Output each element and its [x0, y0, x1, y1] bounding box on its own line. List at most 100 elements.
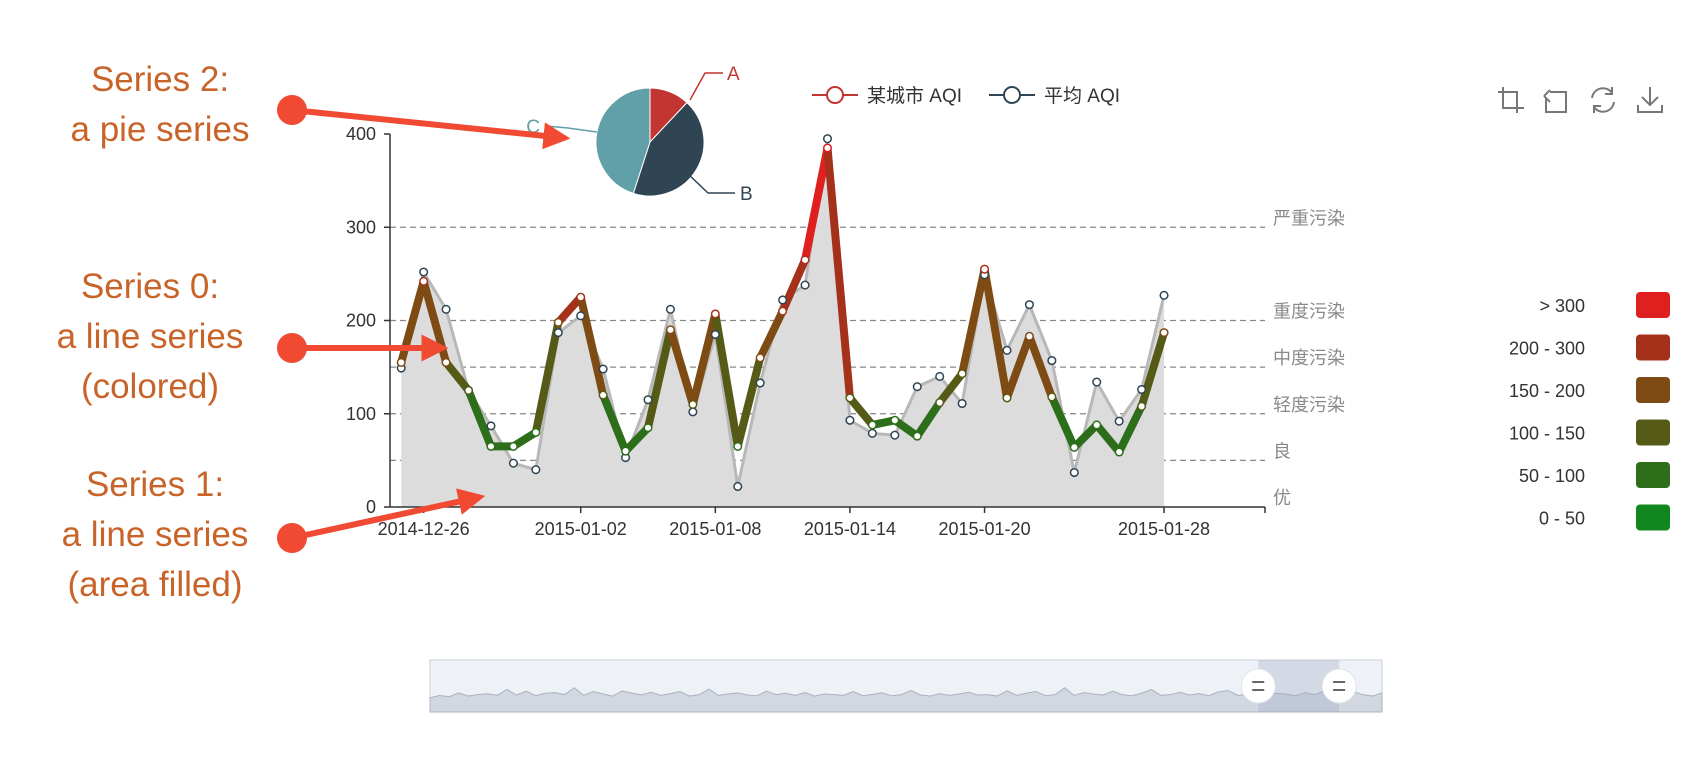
city-aqi-point — [755, 353, 765, 363]
save-as-image-icon[interactable] — [1634, 84, 1666, 116]
average-aqi-point — [688, 407, 698, 417]
x-tick-label: 2015-01-14 — [804, 519, 896, 539]
city-aqi-segment — [733, 353, 765, 451]
legend-circle-symbol — [1003, 86, 1021, 104]
y-tick-label: 200 — [346, 311, 376, 331]
average-aqi-point — [419, 267, 429, 277]
annotation-series-1: Series 1: a line series (area filled) — [35, 460, 275, 610]
city-aqi-point — [1069, 442, 1079, 452]
data-zoom-handle-knob — [1321, 668, 1357, 704]
pie-slice-label: B — [740, 184, 753, 205]
visual-map-swatch — [1636, 419, 1670, 446]
average-aqi-point — [733, 481, 743, 492]
mark-line-label: 中度污染 — [1273, 348, 1345, 368]
average-aqi-point — [890, 430, 900, 440]
city-aqi-segment — [666, 325, 697, 409]
visual-map-label: 50 - 100 — [1519, 466, 1585, 486]
x-tick-label: 2015-01-28 — [1118, 519, 1210, 539]
data-zoom-handle-knob — [1240, 668, 1276, 704]
average-aqi-point — [800, 280, 810, 290]
average-aqi-point — [912, 382, 922, 392]
y-tick-label: 400 — [346, 124, 376, 144]
pie-label-line — [545, 125, 598, 133]
pie-label-line — [685, 171, 735, 194]
average-aqi-point — [778, 295, 788, 305]
city-aqi-point — [1002, 393, 1012, 403]
average-aqi-point — [755, 378, 765, 388]
city-aqi-point — [441, 357, 451, 368]
visual-map-label: 200 - 300 — [1509, 339, 1585, 359]
y-tick-label: 100 — [346, 404, 376, 424]
x-tick-label: 2014-12-26 — [378, 519, 470, 539]
annotation-line: Series 2: — [90, 60, 230, 99]
city-aqi-segment — [801, 143, 832, 264]
city-aqi-segment — [554, 293, 585, 327]
mark-line-label: 轻度污染 — [1273, 395, 1345, 415]
mark-line-label: 良 — [1273, 441, 1291, 461]
city-aqi-point — [980, 264, 990, 274]
legend-circle-symbol — [826, 86, 844, 104]
average-aqi-point — [553, 328, 563, 338]
average-aqi-point — [822, 134, 833, 144]
mark-line-label: 严重污染 — [1273, 208, 1345, 228]
city-aqi-segment — [1047, 392, 1079, 452]
visual-map-swatch — [1636, 334, 1670, 361]
city-aqi-segment — [823, 143, 854, 402]
city-aqi-point — [912, 431, 922, 441]
average-aqi-point — [867, 428, 877, 438]
data-zoom-handle[interactable] — [1321, 668, 1357, 704]
average-aqi-point — [1159, 290, 1169, 300]
city-aqi-segment — [778, 255, 810, 316]
average-aqi-point — [508, 458, 518, 468]
annotation-arrow — [291, 488, 486, 541]
pie-slice-label: A — [727, 64, 740, 85]
annotation-line: (colored) — [80, 367, 220, 406]
city-aqi-segment — [621, 423, 653, 456]
data-zoom-handle[interactable] — [1240, 668, 1276, 704]
annotation-series-2: Series 2: a pie series — [40, 55, 280, 155]
city-aqi-segment — [644, 325, 675, 432]
visual-map-label: 150 - 200 — [1509, 381, 1585, 401]
city-aqi-point — [553, 317, 563, 327]
city-aqi-point — [643, 423, 653, 433]
average-aqi-point — [531, 465, 541, 475]
y-tick-label: 300 — [346, 217, 376, 237]
city-aqi-point — [890, 415, 900, 425]
data-zoom-overview-area — [429, 687, 1383, 713]
annotation-line: a line series — [61, 515, 249, 554]
city-aqi-segment — [1070, 420, 1101, 452]
average-aqi-point — [1092, 377, 1102, 387]
average-aqi-point — [1069, 467, 1079, 478]
annotation-line: Series 1: — [85, 465, 225, 504]
visual-map-label: > 300 — [1539, 296, 1585, 316]
city-aqi-segment — [845, 393, 877, 429]
average-aqi-point — [1024, 300, 1034, 310]
city-aqi-point — [598, 390, 608, 400]
city-aqi-point — [778, 306, 788, 316]
average-aqi-point — [1137, 384, 1147, 395]
city-aqi-point — [1092, 420, 1102, 430]
average-aqi-area — [401, 138, 1165, 507]
data-zoom-reset-icon[interactable] — [1540, 84, 1572, 116]
visual-map-swatch — [1636, 292, 1670, 318]
visual-map-swatch — [1636, 462, 1670, 488]
city-aqi-segment — [531, 318, 563, 437]
city-aqi-segment — [935, 369, 967, 407]
average-aqi-point — [441, 304, 451, 314]
city-aqi-point — [1137, 401, 1147, 411]
city-aqi-segment — [1137, 328, 1169, 411]
annotation-arrow — [291, 107, 571, 150]
annotation-line: (area filled) — [67, 565, 243, 604]
average-aqi-point — [1114, 416, 1124, 426]
pie-label-line — [689, 72, 723, 101]
restore-icon[interactable] — [1587, 84, 1619, 116]
x-tick-label: 2015-01-02 — [535, 519, 627, 539]
visual-map-label: 0 - 50 — [1539, 509, 1585, 529]
pie-slice — [595, 87, 651, 194]
y-tick-label: 0 — [366, 497, 376, 517]
average-aqi-point — [665, 304, 675, 314]
data-zoom-icon[interactable] — [1495, 84, 1527, 116]
city-aqi-point — [710, 309, 720, 319]
annotation-series-0: Series 0: a line series (colored) — [30, 262, 270, 412]
annotation-line: a line series — [56, 317, 244, 356]
